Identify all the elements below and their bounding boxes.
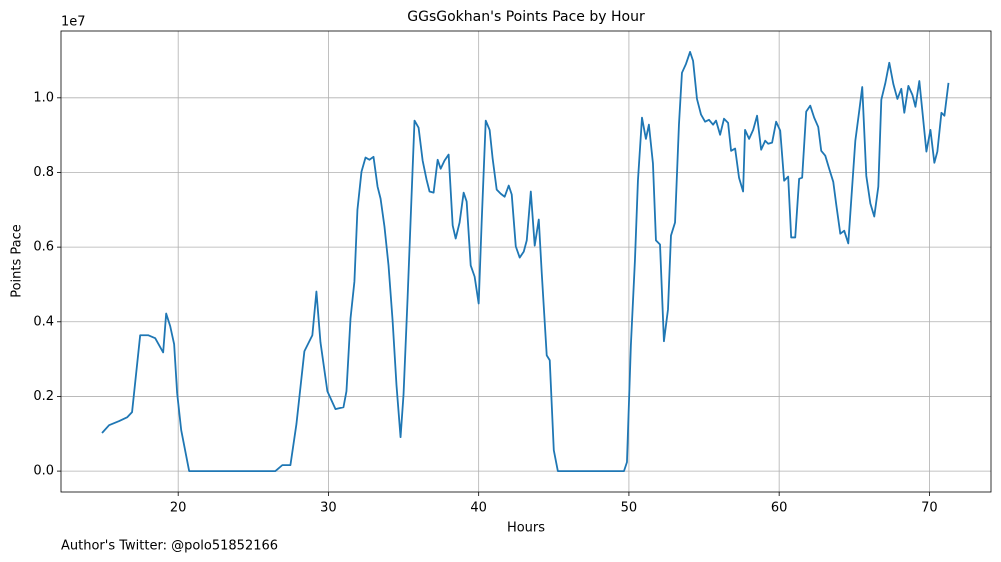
x-tick-label: 50 [621,501,638,516]
x-tick-label: 20 [170,501,187,516]
y-tick-label: 1.0 [33,90,54,105]
y-offset-label: 1e7 [61,15,86,30]
x-tick-label: 70 [921,501,938,516]
axes-frame [60,30,992,493]
x-tick-label: 40 [470,501,487,516]
y-tick-label: 0.0 [33,464,54,479]
x-tick-label: 30 [320,501,337,516]
y-tick-label: 0.6 [33,240,54,255]
y-tick-label: 0.2 [33,389,54,404]
footnote: Author's Twitter: @polo51852166 [61,539,278,554]
x-tick-label: 60 [771,501,788,516]
x-axis-label: Hours [507,521,545,536]
data-line [101,51,950,472]
y-tick-label: 0.8 [33,165,54,180]
chart-title: GGsGokhan's Points Pace by Hour [407,9,645,25]
y-axis-label: Points Pace [10,224,25,298]
y-tick-label: 0.4 [33,314,54,329]
